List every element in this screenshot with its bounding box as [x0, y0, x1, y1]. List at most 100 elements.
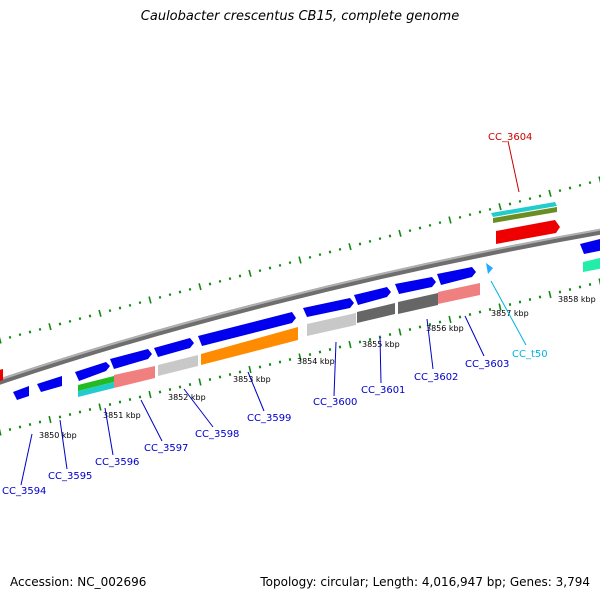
minor-tick [288, 358, 292, 361]
minor-tick [218, 375, 222, 379]
gene-arrow[interactable] [198, 312, 296, 346]
minor-tick [58, 415, 62, 419]
gene-feature[interactable] [78, 382, 114, 397]
kbp-label: 3850 kbp [39, 431, 77, 440]
gene-label-cc3594[interactable]: CC_3594 [2, 486, 46, 497]
minor-tick [328, 250, 332, 254]
gene-label-cc3604[interactable]: CC_3604 [488, 132, 532, 143]
minor-tick [368, 239, 372, 243]
gene-arrow[interactable] [303, 298, 354, 317]
gene-feature[interactable] [491, 202, 557, 217]
leader-line [183, 388, 214, 428]
major-tick [448, 216, 452, 224]
minor-tick [338, 247, 342, 251]
gene-arrow[interactable] [13, 386, 29, 400]
gene-label-cc3601[interactable]: CC_3601 [361, 385, 405, 396]
gene-arrow[interactable] [0, 369, 3, 383]
gene-arrow[interactable] [437, 267, 476, 285]
gene-label-cc3595[interactable]: CC_3595 [48, 471, 92, 482]
minor-tick [118, 306, 122, 310]
major-tick [48, 323, 52, 331]
gene-label-cc3597[interactable]: CC_3597 [144, 443, 188, 454]
minor-tick [418, 226, 422, 230]
major-tick [148, 296, 152, 304]
gene-feature[interactable] [78, 376, 114, 391]
trna-arrow[interactable] [486, 263, 493, 274]
gene-feature[interactable] [158, 355, 198, 376]
leader-line [333, 341, 337, 397]
gene-label-cc3599[interactable]: CC_3599 [247, 413, 291, 424]
major-tick [598, 278, 600, 286]
minor-tick [18, 425, 22, 429]
gene-feature[interactable] [493, 207, 557, 223]
gene-feature[interactable] [398, 293, 438, 314]
minor-tick [28, 330, 32, 334]
minor-tick [108, 309, 112, 313]
minor-tick [118, 400, 122, 404]
minor-tick [178, 290, 182, 294]
gene-arrow[interactable] [354, 287, 391, 305]
minor-tick [428, 223, 432, 227]
minor-tick [358, 242, 362, 246]
gene-arrow[interactable] [75, 362, 110, 381]
major-tick [348, 243, 352, 251]
gene-label-cc3596[interactable]: CC_3596 [95, 457, 139, 468]
kbp-label: 3851 kbp [103, 411, 141, 420]
minor-tick [258, 269, 262, 273]
leader-line [507, 140, 520, 193]
gene-feature[interactable] [307, 313, 356, 336]
minor-tick [218, 279, 222, 283]
gene-labels: CC_3594 CC_3595 CC_3596 CC_3597 CC_3598 … [2, 132, 548, 497]
major-tick [48, 415, 52, 424]
minor-tick [528, 197, 532, 201]
minor-tick [478, 210, 482, 214]
gene-arrow[interactable] [154, 338, 194, 357]
leader-lines [20, 140, 527, 486]
gene-feature[interactable] [438, 283, 480, 304]
minor-tick [108, 403, 112, 406]
minor-tick [28, 423, 32, 426]
minor-tick [78, 410, 82, 414]
gene-arrow[interactable] [496, 220, 560, 244]
minor-tick [238, 370, 242, 374]
minor-tick [388, 333, 392, 336]
kbp-label: 3856 kbp [426, 324, 464, 333]
minor-tick [288, 261, 292, 265]
major-tick [298, 353, 302, 361]
minor-tick [58, 322, 62, 326]
minor-tick [538, 295, 542, 299]
major-tick [498, 203, 502, 211]
major-tick [548, 290, 552, 299]
major-tick [348, 340, 352, 349]
gene-label-cc3598[interactable]: CC_3598 [195, 429, 239, 440]
gene-label-cct50[interactable]: CC_t50 [512, 349, 548, 360]
gene-feature[interactable] [357, 303, 395, 323]
gene-arrow[interactable] [580, 238, 600, 254]
minor-tick [408, 229, 412, 233]
gene-label-cc3603[interactable]: CC_3603 [465, 359, 509, 370]
minor-tick [88, 314, 92, 318]
minor-tick [518, 199, 522, 203]
gene-feature[interactable] [583, 257, 600, 272]
leader-line [426, 318, 434, 370]
minor-tick [268, 266, 272, 270]
minor-tick [518, 300, 522, 304]
gene-arrow[interactable] [395, 277, 436, 294]
leader-line [104, 407, 114, 456]
minor-tick [528, 298, 532, 301]
gene-arrow[interactable] [110, 349, 152, 369]
leader-line [140, 399, 163, 442]
major-tick [148, 390, 152, 399]
gene-label-cc3602[interactable]: CC_3602 [414, 372, 458, 383]
gene-label-cc3600[interactable]: CC_3600 [313, 397, 357, 408]
gene-feature[interactable] [201, 327, 298, 365]
gene-feature[interactable] [114, 366, 155, 388]
minor-tick [258, 365, 262, 369]
major-tick [398, 229, 402, 237]
minor-tick [208, 378, 212, 381]
minor-tick [408, 328, 412, 331]
gene-arrow[interactable] [37, 376, 62, 392]
major-tick [398, 328, 402, 336]
major-tick [298, 256, 302, 264]
minor-tick [358, 340, 362, 344]
